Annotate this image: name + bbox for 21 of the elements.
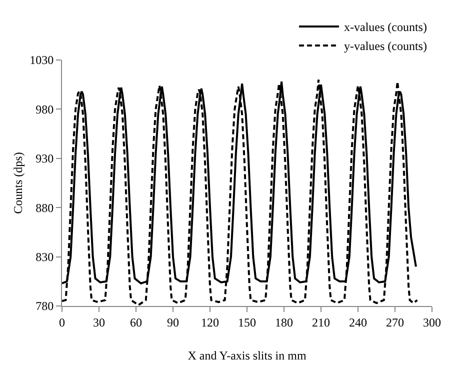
x-tick-label: 240 — [349, 315, 367, 330]
x-tick-label: 0 — [59, 315, 65, 330]
legend-label: y-values (counts) — [344, 39, 427, 54]
y-tick-label: 930 — [36, 152, 54, 166]
y-tick-label: 880 — [36, 200, 54, 215]
y-tick-label: 1030 — [30, 53, 54, 68]
y-axis-title: Counts (dps) — [10, 152, 25, 214]
x-tick-label: 120 — [201, 315, 219, 330]
y-tick-label: 830 — [36, 250, 54, 264]
x-tick-label: 150 — [238, 315, 256, 330]
x-tick-label: 30 — [93, 315, 105, 330]
x-tick-label: 210 — [312, 315, 330, 330]
x-tick-label: 270 — [386, 315, 404, 330]
x-axis-title: X and Y-axis slits in mm — [188, 348, 307, 362]
x-tick-label: 90 — [167, 315, 179, 330]
x-tick-label: 180 — [275, 315, 293, 330]
y-tick-label: 780 — [36, 299, 54, 314]
x-tick-label: 60 — [130, 315, 142, 330]
x-tick-label: 300 — [423, 315, 441, 330]
legend-label: x-values (counts) — [344, 20, 427, 34]
y-tick-label: 980 — [36, 102, 54, 116]
